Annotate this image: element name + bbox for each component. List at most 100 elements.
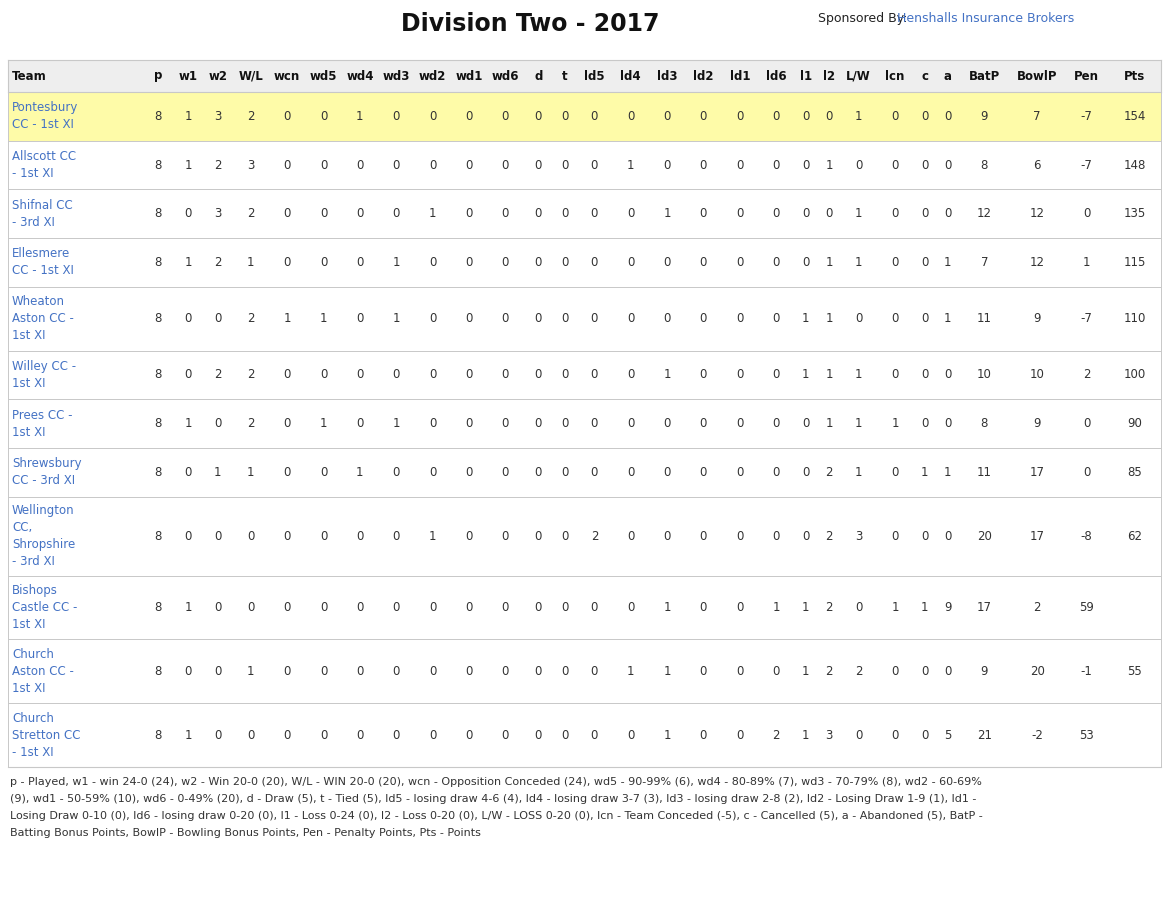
Bar [8,60,1161,92]
Text: 0: 0 [590,466,599,479]
Text: -8: -8 [1081,530,1093,543]
Text: 0: 0 [185,369,192,382]
Text: 0: 0 [357,208,364,221]
Text: 0: 0 [465,601,472,614]
Bar [8,497,1161,576]
Text: 0: 0 [561,369,568,382]
Text: 0: 0 [357,256,364,269]
Text: 2: 2 [214,369,222,382]
Text: w1: w1 [179,70,198,82]
Text: 0: 0 [590,665,599,678]
Text: 2: 2 [825,665,832,678]
Text: 0: 0 [700,466,707,479]
Text: 1: 1 [663,728,671,741]
Text: 0: 0 [773,208,780,221]
Text: 0: 0 [185,466,192,479]
Text: 1: 1 [921,601,928,614]
Text: 0: 0 [892,312,899,325]
Text: 0: 0 [773,417,780,430]
Text: 0: 0 [247,601,255,614]
Text: 0: 0 [627,728,635,741]
Text: 0: 0 [465,158,472,172]
Text: 0: 0 [700,208,707,221]
Text: 0: 0 [736,417,743,430]
Text: 0: 0 [247,728,255,741]
Text: 0: 0 [590,728,599,741]
Text: ld6: ld6 [766,70,787,82]
Text: 0: 0 [357,312,364,325]
Text: 0: 0 [320,601,327,614]
Text: 0: 0 [892,208,899,221]
Text: Ellesmere
CC - 1st XI: Ellesmere CC - 1st XI [12,247,74,277]
Text: 1: 1 [773,601,780,614]
Text: c: c [921,70,928,82]
Text: 8: 8 [154,208,162,221]
Text: 1: 1 [357,466,364,479]
Text: ld5: ld5 [584,70,604,82]
Text: 53: 53 [1079,728,1094,741]
Text: 17: 17 [977,601,991,614]
Text: 20: 20 [977,530,991,543]
Text: 10: 10 [977,369,991,382]
Text: 0: 0 [534,665,542,678]
Bar [8,92,1161,141]
Text: 1: 1 [663,601,671,614]
Text: 0: 0 [502,417,509,430]
Bar [8,448,1161,497]
Text: 0: 0 [736,256,743,269]
Text: 8: 8 [154,256,162,269]
Text: 17: 17 [1030,466,1045,479]
Text: 0: 0 [892,530,899,543]
Text: 0: 0 [283,466,291,479]
Text: 0: 0 [214,728,221,741]
Text: 2: 2 [247,208,255,221]
Text: 0: 0 [802,256,810,269]
Text: 0: 0 [214,665,221,678]
Text: 0: 0 [663,417,671,430]
Text: 0: 0 [892,665,899,678]
Text: 0: 0 [590,312,599,325]
Text: 2: 2 [773,728,780,741]
Text: d: d [534,70,542,82]
Text: 1: 1 [185,728,192,741]
Text: 0: 0 [921,256,928,269]
Text: 2: 2 [1082,369,1091,382]
Text: 1: 1 [185,601,192,614]
Text: 3: 3 [855,530,863,543]
Text: 0: 0 [700,256,707,269]
Text: 0: 0 [283,110,291,123]
Text: wd3: wd3 [382,70,410,82]
Text: Willey CC -
1st XI: Willey CC - 1st XI [12,360,76,390]
Text: 0: 0 [465,417,472,430]
Text: 85: 85 [1127,466,1142,479]
Text: 55: 55 [1127,665,1142,678]
Text: 0: 0 [773,158,780,172]
Text: 0: 0 [773,256,780,269]
Text: 0: 0 [283,208,291,221]
Text: 1: 1 [627,665,635,678]
Text: wd6: wd6 [491,70,519,82]
Text: 20: 20 [1030,665,1045,678]
Text: 6: 6 [1033,158,1040,172]
Text: 0: 0 [357,728,364,741]
Text: wd1: wd1 [455,70,483,82]
Text: 154: 154 [1123,110,1146,123]
Text: Church
Stretton CC
- 1st XI: Church Stretton CC - 1st XI [12,712,81,759]
Text: Shrewsbury
CC - 3rd XI: Shrewsbury CC - 3rd XI [12,458,82,488]
Text: Batting Bonus Points, BowlP - Bowling Bonus Points, Pen - Penalty Points, Pts - : Batting Bonus Points, BowlP - Bowling Bo… [11,828,480,838]
Text: 9: 9 [1033,312,1040,325]
Text: 0: 0 [802,208,810,221]
Text: 0: 0 [214,530,221,543]
Text: 1: 1 [891,601,899,614]
Text: 0: 0 [700,369,707,382]
Text: Prees CC -
1st XI: Prees CC - 1st XI [12,409,72,438]
Text: 1: 1 [825,256,832,269]
Text: 1: 1 [921,466,928,479]
Text: 0: 0 [802,530,810,543]
Text: 3: 3 [825,728,832,741]
Text: 0: 0 [320,208,327,221]
Text: 0: 0 [736,312,743,325]
Text: 1: 1 [393,417,400,430]
Text: 17: 17 [1030,530,1045,543]
Text: 12: 12 [1030,208,1045,221]
